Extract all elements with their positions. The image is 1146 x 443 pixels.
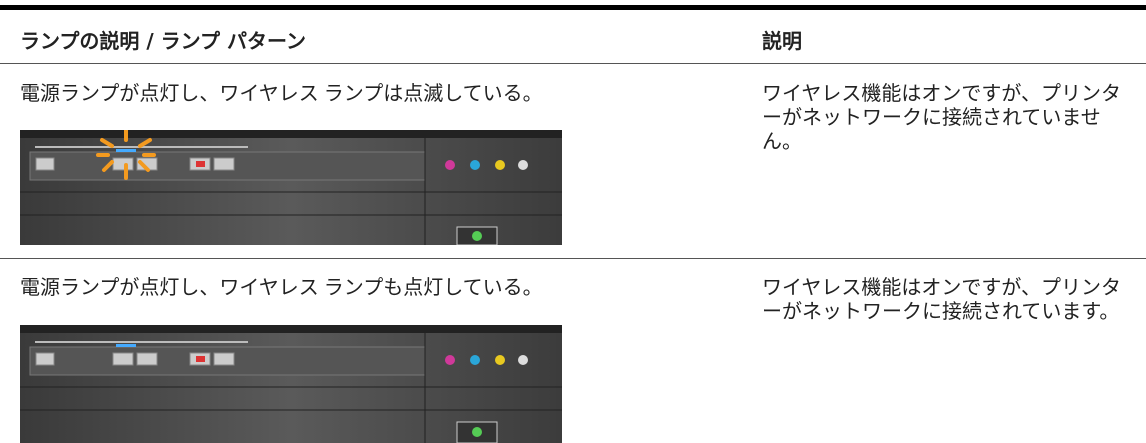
- lamp-description: 電源ランプが点灯し、ワイヤレス ランプも点灯している。: [20, 277, 543, 299]
- panel-illustration: [20, 325, 562, 443]
- explanation: ワイヤレス機能はオンですが、プリンターがネットワークに接続されていません。: [762, 83, 1121, 153]
- explanation: ワイヤレス機能はオンですが、プリンターがネットワークに接続されています。: [762, 277, 1121, 323]
- row-rule: [0, 258, 1146, 259]
- top-rule: [0, 5, 1146, 10]
- column-header: 説明: [762, 29, 802, 53]
- panel-illustration: [20, 130, 562, 245]
- lamp-description: 電源ランプが点灯し、ワイヤレス ランプは点滅している。: [20, 83, 543, 105]
- column-header: ランプの説明 / ランプ パターン: [20, 29, 306, 53]
- header-rule: [0, 63, 1146, 64]
